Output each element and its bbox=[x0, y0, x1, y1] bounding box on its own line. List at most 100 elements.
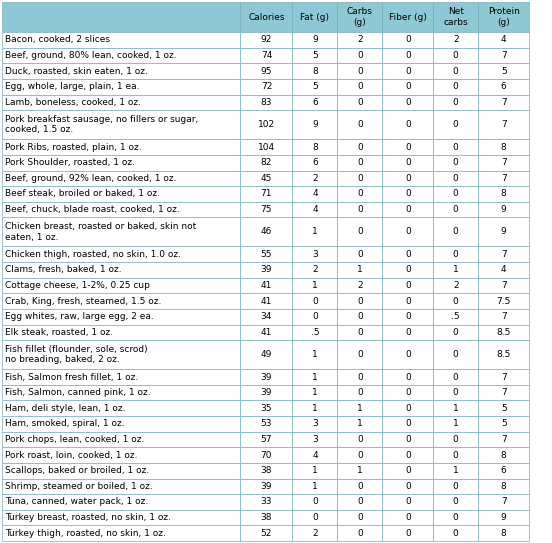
Text: 0: 0 bbox=[405, 281, 411, 290]
Bar bbox=[383, 385, 433, 400]
Bar bbox=[337, 48, 383, 64]
Bar bbox=[2, 171, 240, 186]
Bar bbox=[293, 325, 337, 340]
Bar bbox=[240, 277, 293, 293]
Bar bbox=[337, 217, 383, 247]
Bar bbox=[433, 510, 478, 526]
Text: .5: .5 bbox=[452, 312, 460, 321]
Text: 70: 70 bbox=[261, 451, 272, 459]
Text: 0: 0 bbox=[453, 228, 459, 236]
Text: Calories: Calories bbox=[248, 12, 285, 22]
Text: Egg, whole, large, plain, 1 ea.: Egg, whole, large, plain, 1 ea. bbox=[5, 83, 140, 91]
Bar bbox=[383, 400, 433, 416]
Bar bbox=[2, 510, 240, 526]
Text: 1: 1 bbox=[312, 372, 318, 382]
Bar bbox=[240, 202, 293, 217]
Text: 3: 3 bbox=[312, 250, 318, 259]
Text: 82: 82 bbox=[261, 158, 272, 167]
Bar bbox=[293, 293, 337, 309]
Text: 104: 104 bbox=[258, 143, 275, 151]
Bar bbox=[293, 2, 337, 32]
Bar bbox=[293, 369, 337, 385]
Text: 0: 0 bbox=[312, 497, 318, 507]
Text: 0: 0 bbox=[312, 312, 318, 321]
Bar bbox=[478, 247, 529, 262]
Bar bbox=[433, 32, 478, 48]
Text: 0: 0 bbox=[405, 350, 411, 359]
Bar bbox=[433, 262, 478, 277]
Text: 1: 1 bbox=[453, 419, 459, 428]
Text: 0: 0 bbox=[453, 296, 459, 306]
Bar bbox=[293, 64, 337, 79]
Text: 0: 0 bbox=[453, 205, 459, 214]
Bar bbox=[240, 369, 293, 385]
Text: 9: 9 bbox=[312, 120, 318, 129]
Text: 0: 0 bbox=[405, 372, 411, 382]
Bar bbox=[2, 262, 240, 277]
Bar bbox=[337, 416, 383, 432]
Text: Fish, Salmon, canned pink, 1 oz.: Fish, Salmon, canned pink, 1 oz. bbox=[5, 388, 151, 397]
Text: 0: 0 bbox=[357, 158, 363, 167]
Text: 4: 4 bbox=[501, 35, 507, 45]
Text: 0: 0 bbox=[453, 350, 459, 359]
Text: Ham, deli style, lean, 1 oz.: Ham, deli style, lean, 1 oz. bbox=[5, 404, 125, 413]
Bar bbox=[293, 478, 337, 494]
Text: 9: 9 bbox=[312, 35, 318, 45]
Bar bbox=[337, 262, 383, 277]
Bar bbox=[478, 400, 529, 416]
Bar bbox=[240, 432, 293, 447]
Bar bbox=[383, 202, 433, 217]
Text: 7: 7 bbox=[501, 312, 507, 321]
Text: 75: 75 bbox=[261, 205, 272, 214]
Bar bbox=[433, 247, 478, 262]
Bar bbox=[2, 385, 240, 400]
Bar bbox=[240, 186, 293, 202]
Bar bbox=[293, 48, 337, 64]
Bar bbox=[383, 140, 433, 155]
Bar bbox=[2, 32, 240, 48]
Bar bbox=[478, 186, 529, 202]
Text: 53: 53 bbox=[261, 419, 272, 428]
Text: 102: 102 bbox=[258, 120, 275, 129]
Text: Fish, Salmon fresh fillet, 1 oz.: Fish, Salmon fresh fillet, 1 oz. bbox=[5, 372, 138, 382]
Text: 7: 7 bbox=[501, 120, 507, 129]
Bar bbox=[433, 340, 478, 369]
Text: 7: 7 bbox=[501, 158, 507, 167]
Bar bbox=[433, 2, 478, 32]
Text: 0: 0 bbox=[357, 497, 363, 507]
Bar bbox=[293, 416, 337, 432]
Text: Fiber (g): Fiber (g) bbox=[389, 12, 427, 22]
Text: 0: 0 bbox=[453, 513, 459, 522]
Bar bbox=[433, 186, 478, 202]
Text: 1: 1 bbox=[357, 466, 363, 475]
Text: Net
carbs: Net carbs bbox=[443, 8, 468, 27]
Bar bbox=[478, 79, 529, 94]
Bar bbox=[240, 94, 293, 110]
Text: Carbs
(g): Carbs (g) bbox=[347, 8, 373, 27]
Text: 45: 45 bbox=[261, 174, 272, 183]
Text: 38: 38 bbox=[261, 513, 272, 522]
Bar bbox=[2, 478, 240, 494]
Text: .5: .5 bbox=[311, 328, 319, 337]
Bar bbox=[2, 79, 240, 94]
Bar bbox=[240, 478, 293, 494]
Text: 0: 0 bbox=[357, 513, 363, 522]
Bar bbox=[478, 510, 529, 526]
Bar bbox=[240, 309, 293, 325]
Text: 0: 0 bbox=[405, 497, 411, 507]
Text: 0: 0 bbox=[453, 83, 459, 91]
Text: 0: 0 bbox=[357, 328, 363, 337]
Bar bbox=[383, 510, 433, 526]
Text: 0: 0 bbox=[405, 228, 411, 236]
Bar bbox=[293, 432, 337, 447]
Bar bbox=[433, 202, 478, 217]
Bar bbox=[293, 340, 337, 369]
Text: 71: 71 bbox=[261, 190, 272, 198]
Text: Chicken breast, roasted or baked, skin not
eaten, 1 oz.: Chicken breast, roasted or baked, skin n… bbox=[5, 222, 197, 242]
Text: 4: 4 bbox=[312, 451, 318, 459]
Text: 2: 2 bbox=[312, 529, 318, 538]
Text: 0: 0 bbox=[405, 205, 411, 214]
Text: 39: 39 bbox=[261, 388, 272, 397]
Bar bbox=[478, 48, 529, 64]
Text: 0: 0 bbox=[405, 98, 411, 107]
